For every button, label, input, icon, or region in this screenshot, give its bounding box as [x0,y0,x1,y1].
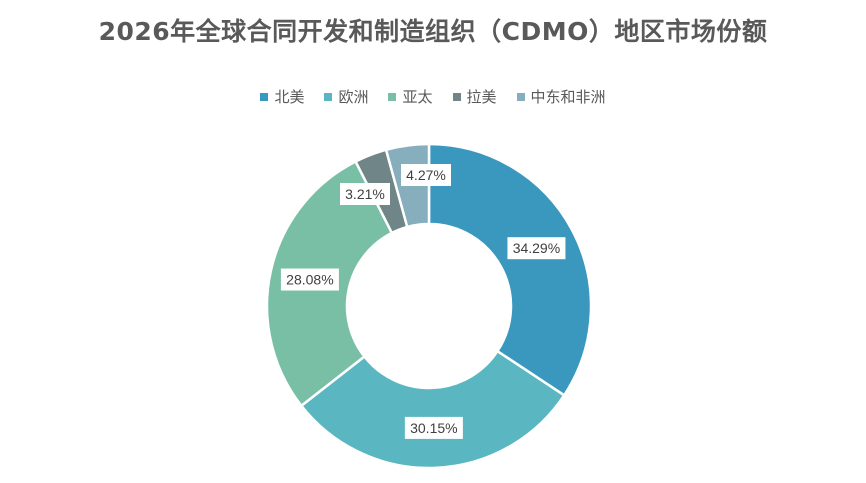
data-label: 28.08% [286,272,333,288]
legend-item: 北美 [260,86,304,107]
legend-label: 欧洲 [338,88,369,106]
legend-swatch [388,92,397,101]
data-label-box [340,183,390,205]
legend-item: 欧洲 [324,86,368,107]
data-label-box [280,268,339,291]
data-label-box [507,237,566,260]
donut-slice [427,142,593,398]
data-label: 34.29% [513,240,560,256]
legend-item: 拉美 [452,86,497,107]
legend-swatch [516,92,525,101]
data-label-box [401,164,451,186]
data-label: 30.15% [410,420,457,436]
data-label: 3.21% [345,186,385,202]
legend-swatch [260,92,269,101]
legend-item: 中东和非洲 [516,86,606,107]
data-label: 4.27% [406,167,446,183]
chart-title: 2026年全球合同开发和制造组织（CDMO）地区市场份额 [98,17,768,46]
legend-label: 北美 [274,88,305,106]
legend-label: 中东和非洲 [530,88,606,106]
legend-swatch [452,92,461,101]
data-label-box [404,416,463,439]
legend-label: 拉美 [466,88,497,106]
chart-legend: 北美 欧洲 亚太 拉美 中东和非洲 [0,86,866,107]
legend-label: 亚太 [402,88,433,106]
legend-swatch [324,92,333,101]
legend-item: 亚太 [388,86,433,107]
donut-slice [299,349,566,470]
